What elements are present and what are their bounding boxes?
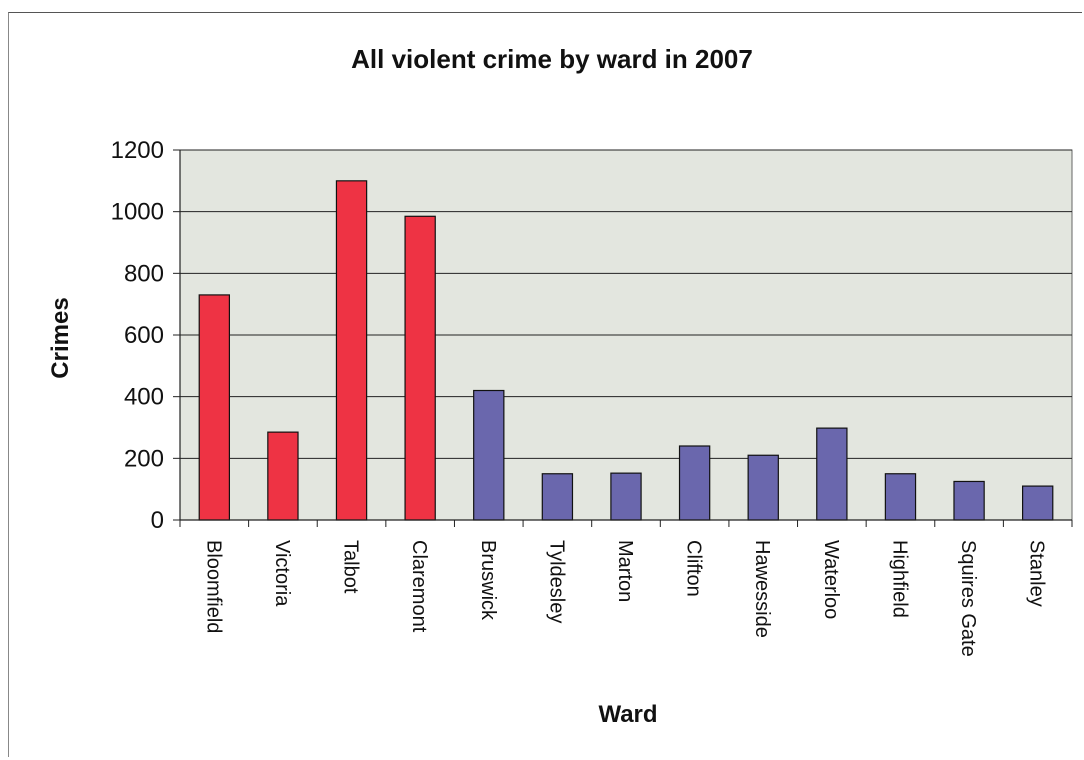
chart-frame <box>8 12 1082 757</box>
y-axis-title: Crimes <box>47 297 74 378</box>
bar <box>473 389 505 521</box>
x-tick-labels: Bloomfield Victoria Talbot Claremont Bruswic… <box>202 540 1047 657</box>
y-tick-label: 800 <box>124 260 164 287</box>
x-tick-label: Marton <box>614 540 636 602</box>
y-tick-label: 400 <box>124 384 164 411</box>
bar <box>198 294 231 521</box>
x-tick-label: Claremont <box>408 540 430 633</box>
x-tick-label: Squires Gate <box>957 540 979 657</box>
x-tick-label: Victoria <box>271 540 293 607</box>
bar <box>541 473 574 521</box>
bar <box>1021 485 1054 521</box>
y-tick-label: 1200 <box>111 137 164 164</box>
x-tick-label: Bruswick <box>477 540 499 621</box>
x-tick-label: Talbot <box>340 540 362 594</box>
bar <box>816 427 848 521</box>
y-tick-label: 200 <box>124 445 164 472</box>
axes <box>173 149 1073 527</box>
bar <box>884 473 917 521</box>
y-tick-label: 600 <box>124 322 164 349</box>
x-tick-label: Stanley <box>1026 540 1048 607</box>
gridlines <box>180 149 1072 459</box>
x-tick-label: Highfield <box>888 540 910 618</box>
y-tick-label: 0 <box>151 507 164 534</box>
x-tick-label: Waterloo <box>820 540 842 619</box>
x-axis-title: Ward <box>598 701 657 728</box>
bar <box>404 215 436 521</box>
bar <box>267 431 299 521</box>
bar <box>335 180 368 521</box>
bars <box>198 180 1054 521</box>
x-tick-label: Clifton <box>683 540 705 597</box>
x-tick-label: Bloomfield <box>202 540 224 633</box>
x-tick-label: Tyldesley <box>545 540 567 623</box>
bar <box>678 445 711 521</box>
bar <box>953 480 985 521</box>
x-tick-label: Hawesside <box>751 540 773 638</box>
bar <box>747 454 779 521</box>
bar <box>610 472 642 521</box>
chart-title: All violent crime by ward in 2007 <box>351 44 753 74</box>
y-tick-labels: 0 200 400 600 800 1000 1200 <box>111 137 164 534</box>
y-tick-label: 1000 <box>111 199 164 226</box>
